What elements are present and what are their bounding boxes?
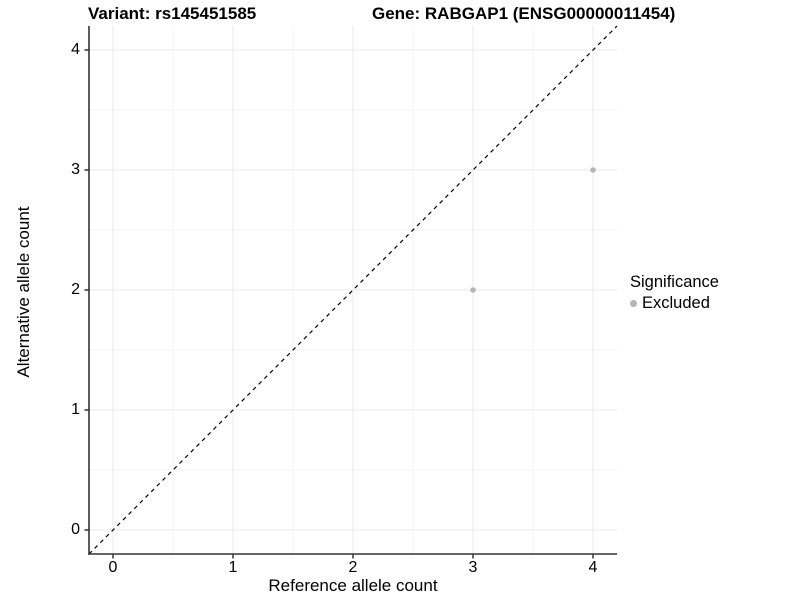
plot-title-variant: Variant: rs145451585 <box>88 4 257 23</box>
y-tick-label: 3 <box>71 161 80 178</box>
data-point <box>590 167 596 173</box>
legend-point-icon <box>630 299 637 307</box>
data-point <box>470 287 476 293</box>
y-axis-title: Alternative allele count <box>14 206 33 378</box>
y-tick-label: 0 <box>71 521 80 538</box>
x-tick-label: 2 <box>348 559 358 576</box>
y-tick-label: 4 <box>71 41 80 58</box>
x-tick-label: 4 <box>588 559 598 576</box>
legend: Significance Excluded <box>630 272 719 312</box>
x-axis-title: Reference allele count <box>268 576 438 595</box>
x-tick-label: 0 <box>108 559 118 576</box>
y-tick-label: 1 <box>71 401 80 418</box>
x-tick-label: 1 <box>228 559 238 576</box>
legend-title: Significance <box>630 273 719 291</box>
legend-item-excluded: Excluded <box>630 294 719 312</box>
x-tick-label: 3 <box>468 559 478 576</box>
legend-item-label: Excluded <box>642 294 710 312</box>
y-tick-label: 2 <box>71 281 80 298</box>
plot-title-gene: Gene: RABGAP1 (ENSG00000011454) <box>372 4 676 23</box>
